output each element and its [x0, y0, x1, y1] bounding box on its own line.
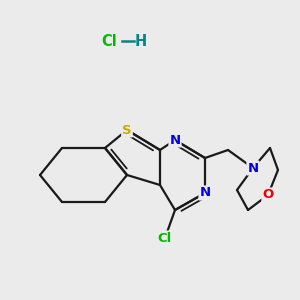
- Text: O: O: [262, 188, 274, 202]
- Text: N: N: [169, 134, 181, 146]
- Text: S: S: [122, 124, 132, 136]
- Text: Cl: Cl: [158, 232, 172, 244]
- Text: Cl: Cl: [102, 34, 117, 50]
- Text: N: N: [200, 187, 211, 200]
- Text: H: H: [135, 34, 147, 50]
- Text: N: N: [248, 161, 259, 175]
